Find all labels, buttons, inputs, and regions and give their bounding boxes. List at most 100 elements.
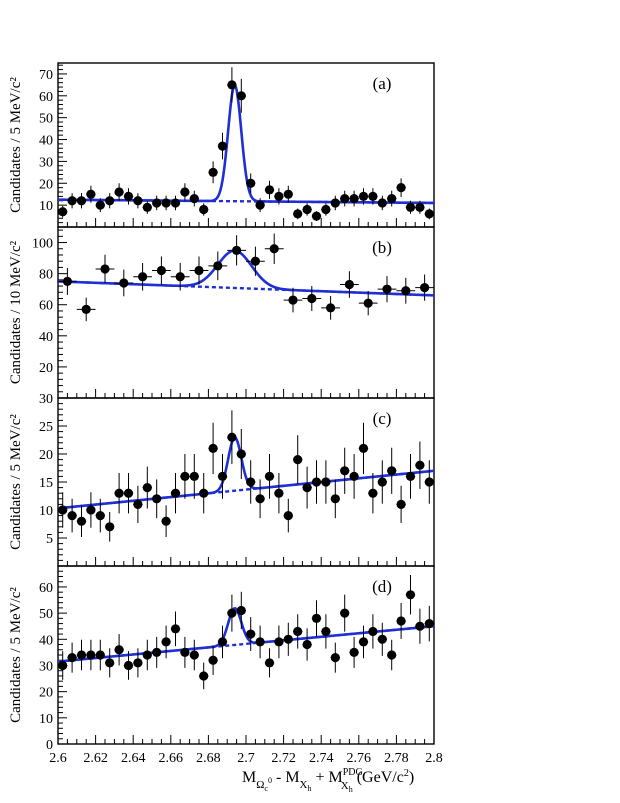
y-tick-label: 10 [39,504,53,519]
data-marker [86,189,96,199]
y-tick-label: 80 [39,268,53,283]
y-tick-label: 50 [39,112,53,127]
data-point [142,466,152,509]
data-point [76,505,87,538]
data-point [114,634,124,666]
data-point [396,178,406,197]
data-marker [152,647,162,657]
data-marker [368,488,378,498]
data-marker [105,522,115,532]
x-tick-label: 2.6 [49,751,67,766]
data-marker [161,516,171,526]
y-tick-label: 0 [46,738,53,753]
data-point [387,639,397,671]
data-point [142,639,152,671]
data-marker [67,653,77,663]
data-point [274,473,284,514]
xlab-m3-sup: PDG [343,767,363,778]
data-marker [76,196,87,206]
data-point [311,211,322,221]
data-marker [368,626,378,637]
data-marker [161,198,171,208]
data-marker [401,286,411,296]
data-marker [208,655,218,665]
data-marker [255,200,265,210]
data-marker [236,605,246,616]
data-marker [382,284,392,294]
data-marker [67,196,77,206]
x-tick-label: 2.72 [271,751,296,766]
data-point [340,447,350,494]
x-tick-label: 2.68 [196,751,221,766]
data-marker [217,471,228,481]
y-tick-label: 50 [39,607,53,622]
xlab-minus: - M [272,769,300,786]
data-marker [58,660,68,671]
data-point [170,611,181,647]
data-point [152,636,162,668]
data-point [396,603,406,639]
data-marker [340,608,350,618]
data-point [293,208,303,220]
data-point [133,648,143,678]
data-marker [232,245,242,255]
data-marker [311,613,322,623]
data-point [358,188,369,205]
data-point [368,473,378,514]
data-marker [246,178,256,188]
y-tick-label: 40 [39,330,53,345]
y-axis-title: Candidates / 5 MeV/c² [8,587,24,723]
data-marker [152,198,162,208]
data-marker [119,278,129,288]
data-point [424,605,434,642]
data-point [349,636,359,668]
x-tick-label: 2.76 [347,751,372,766]
panel-c: 5 10 15 20 25 30 Candidates / 5 MeV/c² (c) [8,392,435,567]
data-point [152,256,171,285]
xlab-m1-sub: Ω [256,779,264,791]
data-marker [349,471,359,481]
data-marker [420,283,430,293]
data-point [302,203,312,216]
data-marker [246,629,256,639]
data-point [208,251,228,281]
xlab-units-close: ) [409,769,414,786]
y-tick-label: 60 [39,90,53,105]
data-point [246,246,265,276]
y-tick-label: 30 [39,392,53,407]
data-point [405,575,416,615]
data-marker [274,637,284,647]
data-marker [142,483,152,493]
y-tick-label: 60 [39,581,53,596]
data-point [189,190,199,207]
data-point [105,648,115,678]
data-marker [274,488,284,498]
data-point [387,190,397,207]
data-point [105,511,115,542]
data-marker [180,647,190,657]
data-marker [161,637,171,647]
data-marker [424,618,434,629]
data-marker [58,207,68,217]
data-point [142,200,152,214]
y-tick-label: 20 [39,686,53,701]
data-marker [415,460,425,470]
data-marker [217,637,228,647]
data-point [330,195,340,211]
data-point [340,271,359,298]
data-point [264,180,275,199]
data-point [180,636,190,668]
panel-label: (b) [372,238,392,257]
data-point [227,594,237,632]
data-point [189,454,199,499]
data-point [264,648,275,678]
data-marker [424,209,434,219]
data-marker [387,466,397,476]
data-marker [349,647,359,657]
data-marker [170,198,181,208]
data-point [123,651,134,680]
data-marker [283,634,293,644]
data-marker [76,516,87,526]
data-point [330,479,340,519]
data-point [67,498,77,533]
